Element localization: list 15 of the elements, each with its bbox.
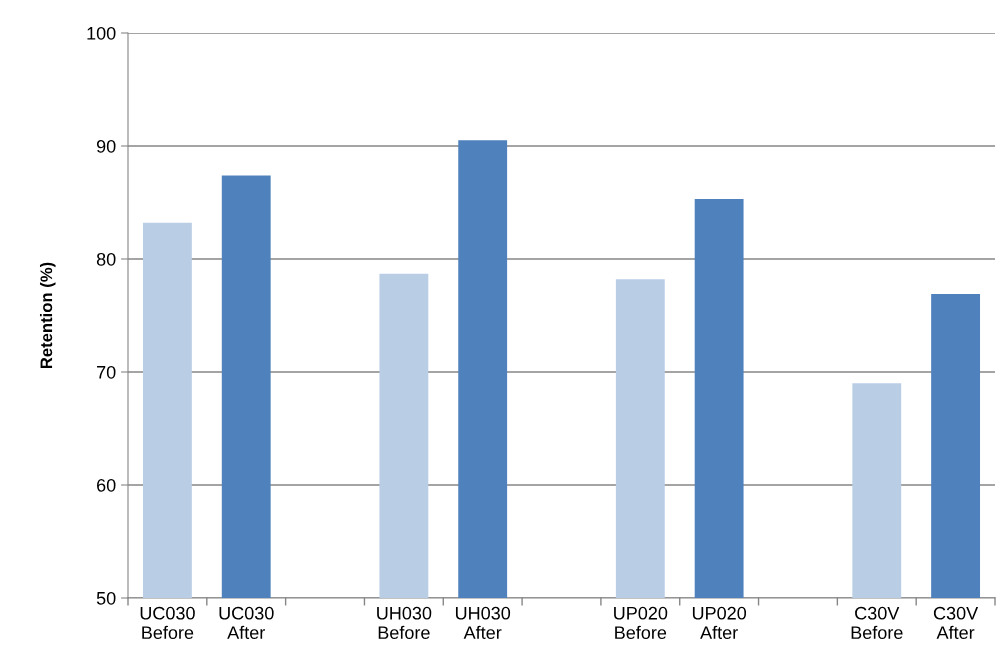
y-axis-title: Retention (%)	[39, 262, 56, 369]
x-tick-label: UH030 After	[455, 606, 511, 640]
y-tick-label: 80	[96, 252, 116, 266]
x-tick-label: UP020 After	[692, 606, 747, 640]
x-tick-label: UH030 Before	[377, 606, 432, 640]
y-tick-label: 90	[96, 139, 116, 153]
x-tick-label: UP020 Before	[614, 606, 668, 640]
x-tick-label: UC030 Before	[140, 606, 195, 640]
x-tick-label: UC030 After	[219, 606, 274, 640]
x-tick-label: C30V After	[933, 606, 979, 640]
x-tick-label: C30V Before	[851, 606, 903, 640]
y-tick-label: 60	[97, 478, 116, 492]
y-tick-label: 50	[96, 591, 116, 605]
y-tick-label: 70	[97, 365, 116, 379]
y-tick-label: 100	[87, 26, 116, 40]
